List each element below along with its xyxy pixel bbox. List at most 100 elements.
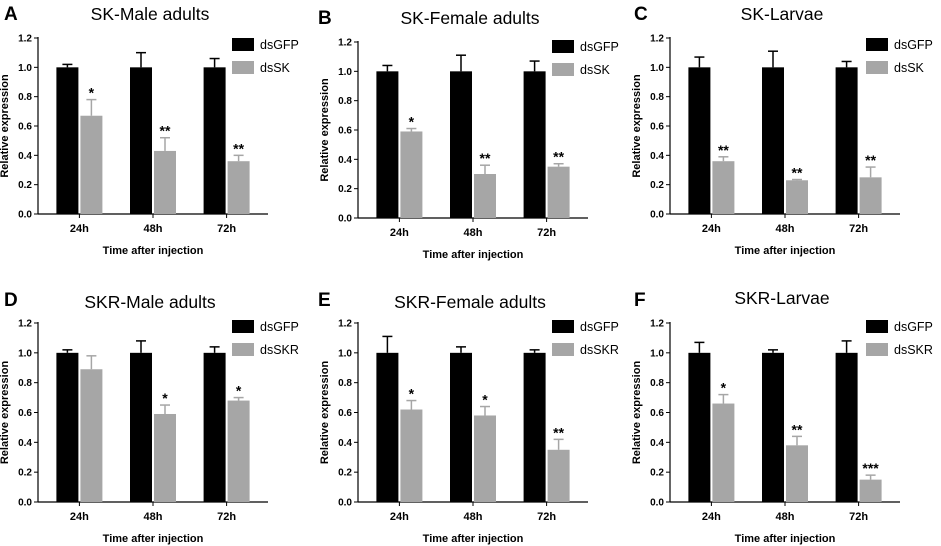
- panel-letter: E: [318, 290, 331, 311]
- panel-letter: B: [318, 8, 332, 29]
- y-tick-label: 0.8: [18, 378, 32, 389]
- chart-title: SK-Larvae: [741, 4, 824, 24]
- bar-dsskr-72h: [547, 449, 570, 502]
- y-tick-label: 0.4: [18, 438, 32, 449]
- x-tick-label: 24h: [390, 511, 409, 523]
- bar-dsgfp-72h: [835, 67, 858, 214]
- y-tick-label: 0.4: [650, 151, 664, 162]
- x-axis-label: Time after injection: [103, 245, 204, 257]
- bar-dssk-48h: [154, 150, 176, 214]
- bar-dsgfp-24h: [376, 352, 399, 502]
- legend-label-dssk: dsSK: [894, 61, 925, 75]
- y-tick-label: 1.2: [650, 319, 664, 330]
- y-tick-label: 0.0: [650, 498, 664, 509]
- legend-swatch-dssk: [866, 61, 888, 74]
- bar-dsgfp-48h: [130, 67, 152, 214]
- legend-swatch-dsgfp: [866, 38, 888, 51]
- y-tick-label: 0.4: [18, 151, 32, 162]
- bar-dsgfp-72h: [835, 352, 858, 502]
- y-axis-label: Relative expression: [631, 361, 643, 465]
- x-tick-label: 48h: [144, 223, 163, 235]
- bar-dssk-24h: [80, 115, 103, 214]
- legend-label-dssk: dsSK: [260, 61, 291, 75]
- legend-label-dsgfp: dsGFP: [260, 38, 299, 52]
- bar-dsgfp-72h: [203, 352, 226, 502]
- y-tick-label: 0.4: [650, 438, 664, 449]
- y-tick-label: 1.0: [18, 63, 32, 74]
- y-tick-label: 0.8: [650, 92, 664, 103]
- y-tick-label: 0.2: [18, 180, 32, 191]
- panel-letter: D: [4, 290, 18, 311]
- y-tick-label: 0.6: [18, 408, 32, 419]
- bar-dssk-24h: [400, 131, 423, 218]
- y-tick-label: 0.8: [338, 96, 352, 107]
- bar-dsskr-48h: [786, 445, 808, 502]
- bar-dsgfp-24h: [376, 71, 399, 218]
- y-tick-label: 1.2: [338, 38, 352, 49]
- significance-marker: **: [233, 140, 244, 156]
- x-tick-label: 72h: [849, 223, 868, 235]
- significance-marker: **: [792, 421, 803, 437]
- panel-letter: F: [634, 290, 646, 311]
- legend-swatch-dsgfp: [552, 320, 574, 333]
- y-tick-label: 0.8: [650, 378, 664, 389]
- x-tick-label: 48h: [464, 227, 483, 239]
- significance-marker: *: [721, 380, 727, 396]
- legend-label-dssk: dsSK: [580, 63, 611, 77]
- x-axis-label: Time after injection: [735, 245, 836, 257]
- legend-label-dsgfp: dsGFP: [894, 38, 933, 52]
- y-tick-label: 0.0: [650, 210, 664, 221]
- x-tick-label: 24h: [390, 227, 409, 239]
- x-tick-label: 24h: [70, 511, 89, 523]
- chart-panel-a: A SK-Male adults 0.0 0.2 0.4 0.6 0.8 1.0 1.2 Rela…: [0, 4, 299, 257]
- legend-label-dsgfp: dsGFP: [260, 320, 299, 334]
- x-tick-label: 48h: [776, 511, 795, 523]
- bar-dsskr-48h: [154, 413, 176, 502]
- x-tick-label: 24h: [70, 223, 89, 235]
- x-tick-label: 48h: [776, 223, 795, 235]
- y-tick-label: 0.2: [650, 180, 664, 191]
- chart-title: SKR-Larvae: [734, 288, 829, 308]
- significance-marker: **: [718, 142, 729, 158]
- legend-swatch-dsgfp: [232, 38, 254, 51]
- y-tick-label: 0.0: [18, 210, 32, 221]
- x-tick-label: 24h: [702, 223, 721, 235]
- x-axis-label: Time after injection: [423, 533, 524, 545]
- significance-marker: *: [482, 392, 488, 408]
- chart-panel-e: E SKR-Female adults 0.0 0.2 0.4 0.6 0.8 1.0 1.2 R…: [318, 290, 619, 545]
- y-tick-label: 1.0: [650, 348, 664, 359]
- bar-dssk-72h: [547, 166, 570, 218]
- bar-dsgfp-48h: [762, 352, 784, 502]
- y-tick-label: 1.2: [338, 319, 352, 330]
- legend-swatch-dsskr: [866, 343, 888, 356]
- x-tick-label: 48h: [144, 511, 163, 523]
- panel-letter: A: [4, 4, 18, 25]
- x-tick-label: 72h: [537, 511, 556, 523]
- legend-label-dsskr: dsSKR: [894, 343, 933, 357]
- legend-swatch-dsskr: [552, 343, 574, 356]
- significance-marker: *: [236, 383, 242, 399]
- y-tick-label: 0.0: [18, 498, 32, 509]
- legend-swatch-dsgfp: [866, 320, 888, 333]
- significance-marker: **: [553, 424, 564, 440]
- chart-title: SKR-Female adults: [394, 292, 546, 312]
- legend-swatch-dsgfp: [232, 320, 254, 333]
- significance-marker: **: [480, 150, 491, 166]
- panel-letter: C: [634, 4, 648, 25]
- bar-dssk-72h: [227, 161, 250, 214]
- bar-dssk-24h: [712, 161, 735, 214]
- y-tick-label: 0.4: [338, 155, 352, 166]
- significance-marker: **: [160, 123, 171, 139]
- y-tick-label: 0.0: [338, 498, 352, 509]
- y-tick-label: 0.2: [18, 468, 32, 479]
- bar-dsgfp-48h: [762, 67, 784, 214]
- y-tick-label: 1.0: [338, 67, 352, 78]
- bar-dsskr-72h: [859, 479, 882, 502]
- significance-marker: *: [89, 85, 95, 101]
- y-tick-label: 0.6: [338, 126, 352, 137]
- chart-panel-b: B SK-Female adults 0.0 0.2 0.4 0.6 0.8 1.0 1.2 Re…: [318, 8, 619, 261]
- legend-swatch-dssk: [232, 61, 254, 74]
- legend-label-dsgfp: dsGFP: [580, 320, 619, 334]
- chart-panel-c: C SK-Larvae 0.0 0.2 0.4 0.6 0.8 1.0 1.2 Relative …: [631, 4, 933, 257]
- legend-label-dsskr: dsSKR: [580, 343, 619, 357]
